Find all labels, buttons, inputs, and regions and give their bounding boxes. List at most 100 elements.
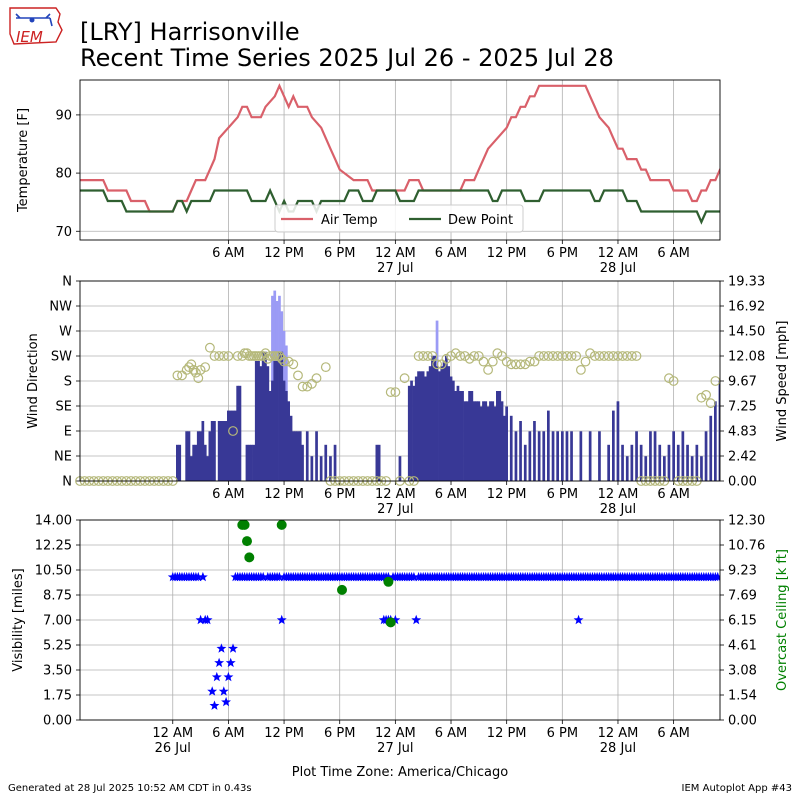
- visibility-marker: [640, 571, 651, 582]
- visibility-marker: [288, 571, 299, 582]
- wind-direction-marker: [478, 356, 489, 367]
- visibility-marker: [436, 571, 447, 582]
- wind-speed-bar: [565, 431, 569, 481]
- wind-speed-bar: [700, 456, 703, 481]
- visibility-marker: [290, 571, 301, 582]
- wind-speed-bar: [428, 366, 432, 481]
- visibility-marker: [348, 571, 359, 582]
- visibility-marker: [214, 657, 225, 668]
- wind-speed-bar: [472, 401, 476, 481]
- visibility-marker: [534, 571, 545, 582]
- wind-speed-bar: [220, 421, 223, 481]
- visibility-marker: [678, 571, 688, 582]
- visibility-tick-label: 14.00: [35, 514, 72, 529]
- visibility-xtick-label: 6 AM: [435, 726, 468, 741]
- visibility-xlabel: Plot Time Zone: America/Chicago: [292, 765, 508, 780]
- wind-direction-marker: [385, 387, 396, 398]
- wind-speed-bar: [412, 385, 416, 481]
- wind-speed-bar: [247, 444, 251, 481]
- iowa-outline-icon: [9, 7, 63, 45]
- wind-direction-marker: [158, 476, 169, 486]
- wind-speed-bar: [292, 431, 295, 481]
- wind-direction-marker: [218, 351, 229, 361]
- wind-direction-marker: [664, 373, 674, 384]
- wind-direction-marker: [552, 351, 563, 361]
- visibility-tick-label: 5.25: [43, 639, 72, 654]
- visibility-marker: [406, 571, 417, 582]
- wind-direction-marker: [311, 373, 322, 384]
- visibility-marker: [538, 571, 549, 582]
- wind-speed-bar: [419, 371, 423, 481]
- visibility-marker: [654, 571, 665, 582]
- visibility-marker: [337, 571, 347, 582]
- wind-speed-bar: [440, 366, 444, 481]
- visibility-marker: [473, 571, 484, 582]
- temperature-xtick-label: 12 AM: [598, 246, 639, 261]
- visibility-marker: [497, 571, 507, 582]
- visibility-panel: 0.00 0.00 1.75 1.54 3.50 3.08 5.25 4.61 7.00 6.15…: [11, 514, 790, 781]
- wind-speed-bar: [447, 366, 450, 481]
- wind-direction-marker: [223, 351, 234, 361]
- wind-speed-bar: [514, 431, 518, 481]
- visibility-marker: [341, 571, 352, 582]
- visibility-marker: [490, 571, 500, 582]
- wind-direction-marker: [272, 351, 283, 361]
- wind-direction-marker: [265, 351, 276, 361]
- visibility-marker: [225, 657, 236, 668]
- visibility-marker: [511, 571, 521, 582]
- visibility-marker: [223, 671, 234, 682]
- wind-direction-marker: [248, 351, 259, 361]
- legend-box: [274, 204, 524, 233]
- visibility-marker: [606, 571, 616, 582]
- visibility-marker: [550, 571, 561, 582]
- visibility-marker: [415, 571, 426, 582]
- wind-speed-bar: [333, 444, 337, 481]
- wind-speed-bar: [266, 366, 270, 481]
- wind-gust-bar: [278, 295, 281, 481]
- wind-gust-bar: [285, 345, 288, 481]
- visibility-marker: [316, 571, 327, 582]
- wind-speed-bar: [681, 431, 685, 481]
- wind-direction-marker: [320, 362, 331, 373]
- wind-direction-marker: [246, 351, 257, 361]
- visibility-tick-label: 8.75: [43, 589, 72, 604]
- visibility-marker: [513, 571, 524, 582]
- visibility-marker: [339, 571, 350, 582]
- wind-speed-bar: [192, 444, 195, 481]
- wind-direction-marker: [190, 367, 201, 378]
- wind-speed-bar: [505, 406, 508, 481]
- wind-direction-marker: [427, 351, 438, 361]
- wind-direction-marker: [538, 351, 549, 361]
- wind-speed-bar: [616, 401, 620, 481]
- visibility-marker: [647, 571, 658, 582]
- visibility-marker: [483, 571, 494, 582]
- wind-speed-bar: [470, 391, 474, 481]
- wind-speed-bar: [458, 391, 462, 481]
- visibility-marker: [485, 571, 496, 582]
- visibility-marker: [575, 571, 586, 582]
- wind-xtick-label: 12 AM: [598, 487, 639, 502]
- wind-direction-marker: [492, 348, 503, 359]
- visibility-marker: [184, 571, 194, 582]
- wind-direction-marker: [172, 370, 183, 381]
- visibility-marker: [601, 571, 612, 582]
- logo-text: IEM: [16, 28, 43, 46]
- wind-speed-bar: [561, 431, 564, 481]
- visibility-marker: [527, 571, 538, 582]
- wind-direction-marker: [297, 381, 308, 392]
- wind-direction-marker: [497, 351, 507, 361]
- wind-direction-ylabel: Wind Direction: [26, 333, 41, 429]
- visibility-marker: [216, 643, 227, 653]
- wind-direction-marker: [149, 476, 160, 486]
- visibility-marker: [242, 571, 252, 582]
- visibility-marker: [297, 571, 308, 582]
- wind-direction-marker: [576, 365, 586, 375]
- wind-speed-bar: [236, 385, 239, 481]
- visibility-marker: [425, 571, 436, 582]
- wind-speed-bar: [489, 401, 492, 481]
- temperature-xtick-label: 6 AM: [212, 246, 245, 261]
- visibility-marker: [661, 571, 672, 582]
- visibility-marker: [320, 571, 331, 582]
- ceiling-marker: [337, 584, 347, 595]
